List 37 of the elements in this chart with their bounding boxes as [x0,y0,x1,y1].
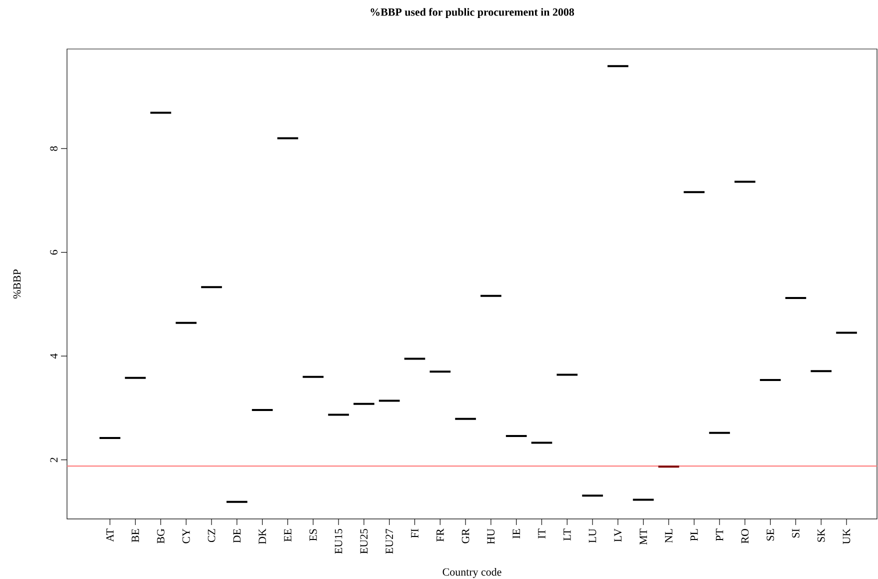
y-tick-label: 4 [50,354,58,359]
x-tick-label: EU15 [334,528,342,554]
chart-title: %BBP used for public procurement in 2008 [370,8,574,18]
x-tick-label: NL [665,529,672,543]
x-tick-label: RO [741,528,749,544]
x-tick-label: EU27 [386,528,394,554]
x-tick-label: SI [792,528,800,538]
x-tick-label: SK [817,528,825,542]
x-tick-label: GR [462,528,470,544]
y-tick-label: 6 [50,250,58,255]
x-tick-label: FI [411,528,418,538]
y-axis-title: %BBP [13,270,21,299]
x-tick-label: SE [766,529,774,541]
x-tick-label: PT [716,528,724,541]
x-tick-label: LV [614,528,622,542]
x-tick-label: AT [106,528,114,542]
x-tick-label: CZ [208,529,216,542]
x-tick-label: IT [538,528,546,538]
x-tick-label: FR [436,528,444,542]
x-tick-label: IE [512,529,520,538]
x-tick-label: DK [258,528,266,544]
x-tick-label: DE [233,529,241,543]
x-axis-title: Country code [442,568,502,578]
x-tick-label: LU [588,528,596,543]
x-tick-label: PL [690,529,698,541]
x-tick-label: ES [309,529,317,541]
y-tick-label: 2 [50,458,58,462]
x-tick-label: EE [284,529,292,542]
x-tick-label: BG [157,528,164,544]
x-tick-label: BE [132,529,139,542]
x-tick-label: MT [640,528,647,545]
x-tick-label: EU25 [360,528,368,554]
y-tick-label: 8 [50,146,58,151]
x-tick-label: CY [182,528,190,544]
x-tick-label: UK [842,528,850,544]
x-tick-label: HU [487,528,495,544]
x-tick-label: LT [564,528,571,541]
